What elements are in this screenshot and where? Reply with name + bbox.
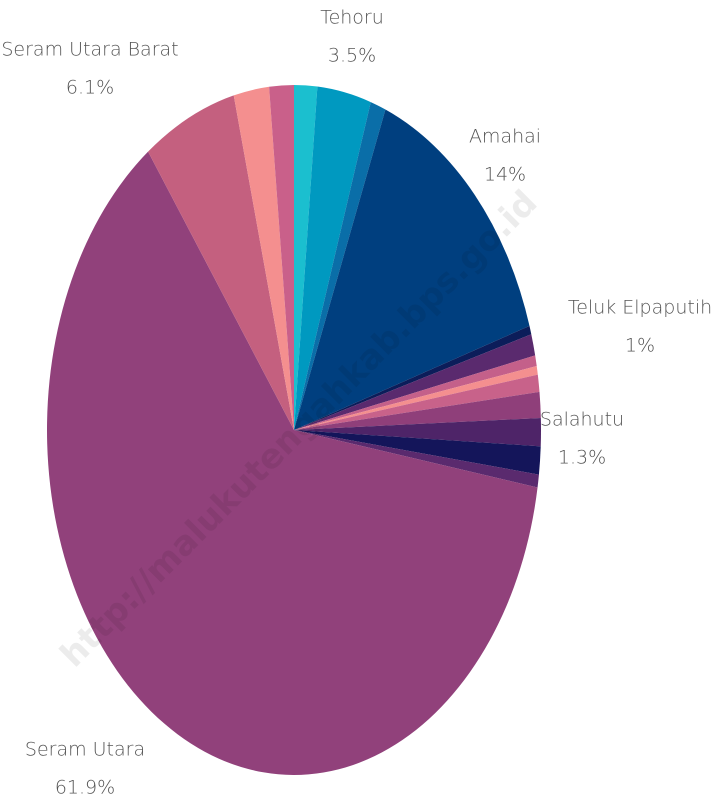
pie-slice: [294, 325, 532, 430]
slice-label: Salahutu: [540, 409, 624, 431]
pie: [47, 85, 542, 775]
slice-value-label: 14%: [484, 164, 526, 186]
pie-slice: [294, 85, 318, 430]
slice-value-label: 6.1%: [66, 77, 114, 99]
slice-value-label: 61.9%: [55, 777, 115, 799]
pie-slice: [294, 334, 536, 430]
slice-label: Tehoru: [320, 7, 384, 29]
pie-slice: [269, 85, 294, 430]
pie-slice: [294, 391, 541, 430]
pie-slice: [294, 430, 541, 475]
pie-slice: [47, 151, 538, 775]
slice-label: Amahai: [469, 126, 541, 148]
pie-slice: [294, 109, 530, 430]
slice-label: Seram Utara Barat: [1, 39, 178, 61]
slice-label: Seram Utara: [25, 739, 145, 761]
pie-slice: [294, 366, 538, 430]
pie-slice: [148, 95, 294, 431]
pie-slice: [294, 374, 540, 430]
pie-slice: [294, 430, 539, 488]
slice-label: Teluk Elpaputih: [568, 297, 712, 319]
pie-slice: [294, 418, 542, 447]
slice-value-label: 1%: [625, 335, 655, 357]
pie-slice: [294, 86, 371, 430]
slice-value-label: 1.3%: [558, 447, 606, 469]
pie-slice: [233, 86, 294, 430]
pie-slice: [294, 102, 386, 431]
pie-slice: [294, 355, 537, 430]
slice-value-label: 3.5%: [328, 45, 376, 67]
